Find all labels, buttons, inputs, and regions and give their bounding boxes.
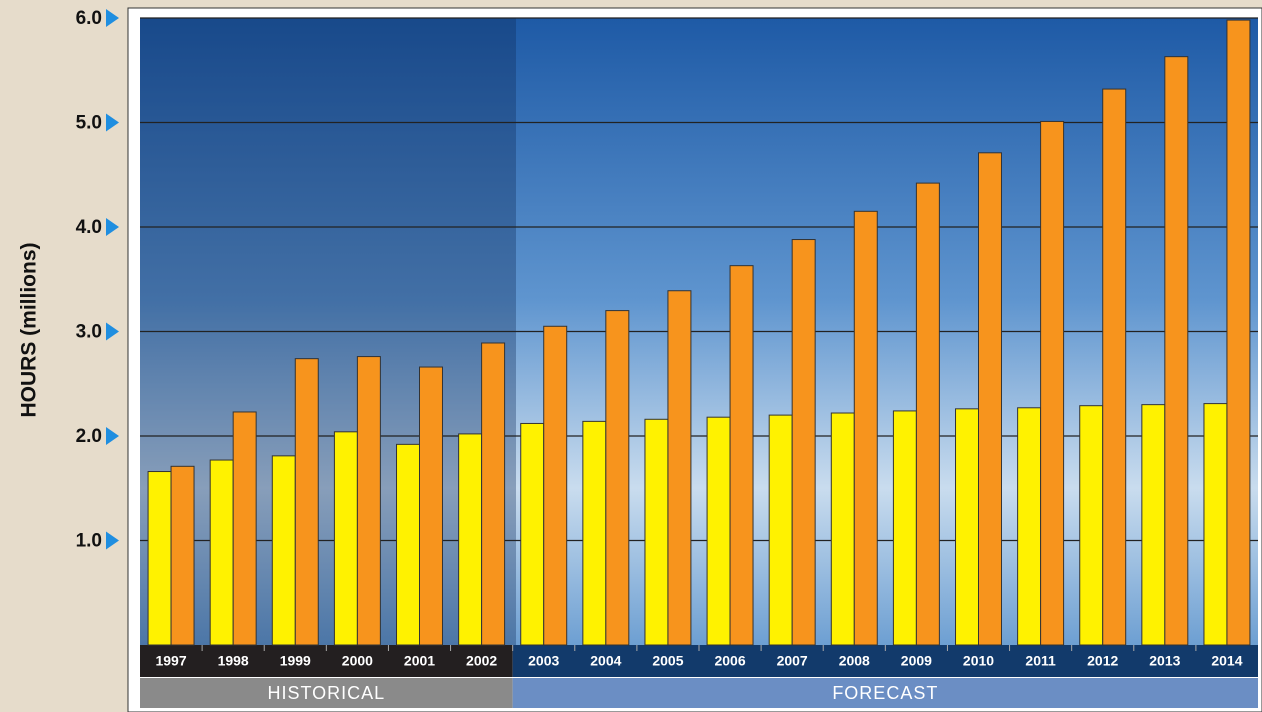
- bar: [459, 434, 482, 645]
- bar: [668, 291, 691, 645]
- bar: [1204, 404, 1227, 645]
- bar: [893, 411, 916, 645]
- group-label: HISTORICAL: [267, 683, 385, 703]
- bar: [397, 444, 420, 645]
- bar: [956, 409, 979, 645]
- y-tick-marker: [106, 323, 119, 341]
- bar: [334, 432, 357, 645]
- y-tick-marker: [106, 532, 119, 550]
- bar: [357, 357, 380, 645]
- x-tick-label: 2000: [342, 653, 373, 669]
- x-tick-label: 2007: [777, 653, 808, 669]
- bar: [1103, 89, 1126, 645]
- y-tick-marker: [106, 218, 119, 236]
- x-tick-label: 1997: [155, 653, 186, 669]
- x-tick-label: 2002: [466, 653, 497, 669]
- x-tick-label: 2010: [963, 653, 994, 669]
- bar: [482, 343, 505, 645]
- chart: HOURS (millions) HISTORICAL FORECAST 1.0 2.…: [0, 0, 1262, 712]
- bar: [521, 423, 544, 645]
- y-tick-label: 6.0: [76, 8, 102, 29]
- bar: [583, 421, 606, 645]
- x-tick-label: 2004: [590, 653, 621, 669]
- x-tick-label: 2009: [901, 653, 932, 669]
- x-tick-label: 1999: [280, 653, 311, 669]
- bar: [979, 153, 1002, 645]
- x-tick-label: 2006: [714, 653, 745, 669]
- y-tick-marker: [106, 427, 119, 445]
- bar: [1227, 20, 1250, 645]
- bar: [916, 183, 939, 645]
- bar: [148, 472, 171, 645]
- x-tick-label: 2013: [1149, 653, 1180, 669]
- group-label: FORECAST: [832, 683, 938, 703]
- y-tick-label: 3.0: [76, 322, 102, 343]
- bar: [1018, 408, 1041, 645]
- bar: [730, 266, 753, 645]
- y-tick-label: 5.0: [76, 113, 102, 134]
- x-tick-label: 2001: [404, 653, 435, 669]
- x-tick-label: 2003: [528, 653, 559, 669]
- bar: [544, 326, 567, 645]
- bar: [295, 359, 318, 645]
- x-tick-label: 2014: [1211, 653, 1242, 669]
- x-tick-label: 2011: [1025, 653, 1056, 669]
- y-tick-label: 1.0: [76, 531, 102, 552]
- bar: [1165, 57, 1188, 645]
- bar: [233, 412, 256, 645]
- x-tick-label: 2012: [1087, 653, 1118, 669]
- bar: [1080, 406, 1103, 645]
- bar: [272, 456, 295, 645]
- bar: [210, 460, 233, 645]
- y-tick-label: 2.0: [76, 426, 102, 447]
- y-tick-label: 4.0: [76, 217, 102, 238]
- x-tick-label: 2005: [652, 653, 683, 669]
- bar: [606, 311, 629, 645]
- y-axis-label: HOURS (millions): [18, 242, 41, 417]
- bar: [792, 240, 815, 645]
- bar: [769, 415, 792, 645]
- y-tick-marker: [106, 114, 119, 132]
- x-tick-label: 2008: [839, 653, 870, 669]
- x-tick-label: 1998: [218, 653, 249, 669]
- bar: [707, 417, 730, 645]
- bar: [420, 367, 443, 645]
- bar: [171, 466, 194, 645]
- bar: [645, 419, 668, 645]
- bar: [831, 413, 854, 645]
- y-tick-marker: [106, 9, 119, 27]
- bar: [1142, 405, 1165, 645]
- bar: [854, 211, 877, 645]
- bar: [1041, 121, 1064, 645]
